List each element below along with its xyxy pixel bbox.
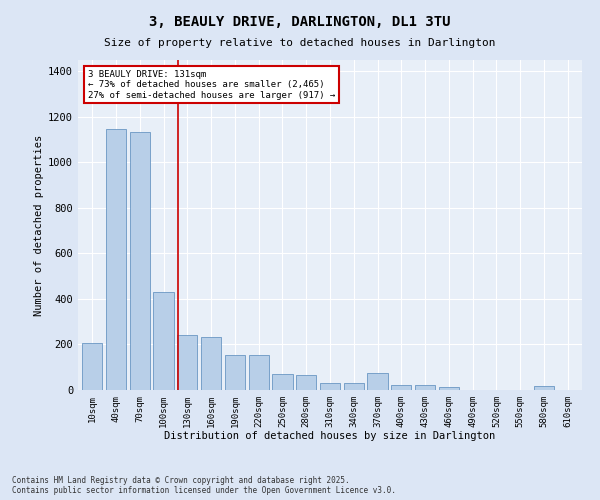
- Bar: [177, 336, 197, 390]
- Bar: [534, 386, 554, 390]
- Bar: [225, 354, 245, 390]
- Bar: [248, 354, 269, 390]
- Text: Contains HM Land Registry data © Crown copyright and database right 2025.
Contai: Contains HM Land Registry data © Crown c…: [12, 476, 396, 495]
- Text: 3 BEAULY DRIVE: 131sqm
← 73% of detached houses are smaller (2,465)
27% of semi-: 3 BEAULY DRIVE: 131sqm ← 73% of detached…: [88, 70, 335, 100]
- Bar: [367, 373, 388, 390]
- Bar: [106, 130, 126, 390]
- Y-axis label: Number of detached properties: Number of detached properties: [34, 134, 44, 316]
- Bar: [154, 292, 173, 390]
- Bar: [391, 386, 412, 390]
- Bar: [344, 383, 364, 390]
- Bar: [415, 386, 435, 390]
- Text: 3, BEAULY DRIVE, DARLINGTON, DL1 3TU: 3, BEAULY DRIVE, DARLINGTON, DL1 3TU: [149, 15, 451, 29]
- Bar: [82, 344, 103, 390]
- X-axis label: Distribution of detached houses by size in Darlington: Distribution of detached houses by size …: [164, 432, 496, 442]
- Bar: [130, 132, 150, 390]
- Text: Size of property relative to detached houses in Darlington: Size of property relative to detached ho…: [104, 38, 496, 48]
- Bar: [439, 386, 459, 390]
- Bar: [320, 383, 340, 390]
- Bar: [201, 336, 221, 390]
- Bar: [296, 375, 316, 390]
- Bar: [272, 374, 293, 390]
